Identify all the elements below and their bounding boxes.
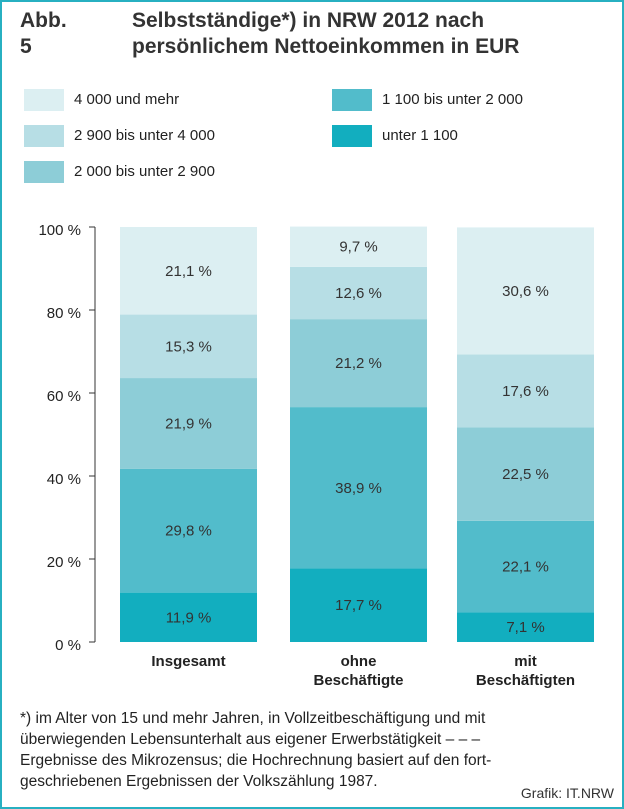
legend-label: 4 000 und mehr xyxy=(74,91,179,108)
bar-segment xyxy=(120,227,257,315)
y-tick-label: 40 % xyxy=(47,471,81,488)
data-label: 21,2 % xyxy=(335,355,382,372)
legend-swatch xyxy=(24,89,64,111)
x-tick-label: mit Beschäftigten xyxy=(475,653,576,689)
data-label: 9,7 % xyxy=(339,239,377,256)
data-label: 30,6 % xyxy=(502,283,549,300)
chart-title: Selbstständige*) in NRW 2012 nach persön… xyxy=(132,9,520,58)
bar-segment xyxy=(120,468,257,593)
footnote-line: überwiegenden Lebensunterhalt aus eigene… xyxy=(20,731,481,748)
data-label: 17,6 % xyxy=(502,383,549,400)
data-label: 22,5 % xyxy=(502,466,549,483)
data-label: 7,1 % xyxy=(506,619,544,636)
bar-segment xyxy=(457,612,594,642)
legend-swatch xyxy=(332,125,372,147)
footnote: *) im Alter von 15 und mehr Jahren, in V… xyxy=(20,708,491,792)
data-label: 15,3 % xyxy=(165,338,212,355)
data-label: 12,6 % xyxy=(335,285,382,302)
legend-label: 1 100 bis unter 2 000 xyxy=(382,91,523,108)
x-tick-label: Insgesamt xyxy=(151,653,226,670)
bar-segment xyxy=(290,319,427,408)
y-tick-label: 0 % xyxy=(55,637,81,654)
footnote-line: geschriebenen Ergebnissen der Volkszählu… xyxy=(20,773,378,790)
data-label: 22,1 % xyxy=(502,559,549,576)
footnote-line: *) im Alter von 15 und mehr Jahren, in V… xyxy=(20,710,486,727)
data-label: 21,9 % xyxy=(165,415,212,432)
bar-segment xyxy=(290,407,427,569)
bar-segment xyxy=(457,427,594,521)
footnote-line: Ergebnisse des Mikrozensus; die Hochrech… xyxy=(20,752,492,769)
data-label: 29,8 % xyxy=(165,523,212,540)
bar-segment xyxy=(457,227,594,355)
y-tick-label: 60 % xyxy=(47,388,81,405)
y-tick-label: 80 % xyxy=(47,305,81,322)
data-label: 17,7 % xyxy=(335,597,382,614)
legend-swatch xyxy=(24,125,64,147)
legend-swatch xyxy=(24,161,64,183)
data-label: 21,1 % xyxy=(165,263,212,280)
legend-label: 2 900 bis unter 4 000 xyxy=(74,127,215,144)
bar-segment xyxy=(290,226,427,267)
bar-segment xyxy=(290,568,427,642)
y-tick-label: 100 % xyxy=(38,222,81,239)
source: Grafik: IT.NRW xyxy=(520,785,614,801)
figure-label: Abb. 5 xyxy=(20,9,67,58)
bar-segment xyxy=(120,314,257,379)
legend-label: unter 1 100 xyxy=(382,127,458,144)
bar-segment xyxy=(457,354,594,428)
data-label: 11,9 % xyxy=(166,609,212,626)
data-label: 38,9 % xyxy=(335,480,382,497)
y-tick-label: 20 % xyxy=(47,554,81,571)
legend-swatch xyxy=(332,89,372,111)
bar-segment xyxy=(457,520,594,613)
bar-segment xyxy=(290,266,427,320)
legend-label: 2 000 bis unter 2 900 xyxy=(74,163,215,180)
x-tick-label: ohne Beschäftigte xyxy=(313,653,404,689)
bar-segment xyxy=(120,592,257,642)
bar-segment xyxy=(120,378,257,469)
